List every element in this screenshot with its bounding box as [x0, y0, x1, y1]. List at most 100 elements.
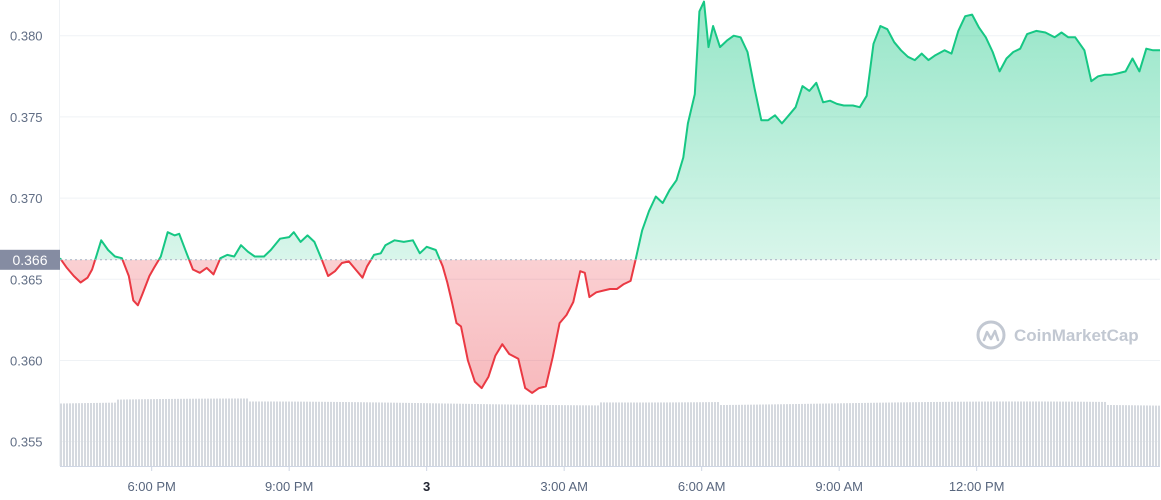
volume-bar [90, 403, 92, 466]
volume-bar [1020, 401, 1022, 466]
volume-bar [1065, 401, 1067, 466]
volume-bar [171, 398, 173, 466]
volume-bar [369, 402, 371, 466]
volume-bar [102, 402, 104, 466]
volume-bar [624, 402, 626, 466]
volume-bar [810, 403, 812, 466]
volume-bar [735, 404, 737, 466]
volume-bar [933, 401, 935, 466]
volume-bar [309, 401, 311, 466]
volume-bar [615, 402, 617, 466]
volume-bar [177, 398, 179, 466]
volume-bar [936, 401, 938, 466]
volume-bar [1131, 405, 1133, 466]
volume-bar [537, 404, 539, 466]
volume-bar [801, 403, 803, 466]
volume-bar [228, 398, 230, 466]
volume-bar [129, 399, 131, 466]
volume-bar [459, 403, 461, 466]
volume-bar [636, 402, 638, 466]
volume-bar [252, 401, 254, 466]
x-tick-label: 6:00 AM [678, 479, 726, 494]
volume-bar [693, 402, 695, 466]
volume-bar [807, 403, 809, 466]
volume-bar [1125, 405, 1127, 466]
volume-bar [306, 401, 308, 466]
volume-bar [987, 401, 989, 466]
volume-bar [666, 402, 668, 466]
volume-bar [714, 402, 716, 466]
volume-bar [1047, 401, 1049, 466]
volume-bar [660, 402, 662, 466]
volume-bar [78, 403, 80, 466]
volume-bar [1137, 405, 1139, 466]
volume-bar [795, 404, 797, 466]
volume-bar [750, 404, 752, 466]
volume-bar [606, 402, 608, 466]
volume-bar [657, 402, 659, 466]
volume-bar [195, 398, 197, 466]
volume-bar [849, 403, 851, 466]
area-fill-up [60, 1, 1160, 260]
volume-bar [384, 402, 386, 466]
volume-bar [867, 402, 869, 466]
volume-bar [261, 401, 263, 466]
volume-bar [1143, 405, 1145, 466]
volume-bar [768, 404, 770, 466]
volume-bar [315, 401, 317, 466]
volume-bar [159, 399, 161, 466]
volume-bar [789, 404, 791, 466]
volume-bar [1074, 401, 1076, 466]
volume-bar [534, 404, 536, 466]
volume-bar [504, 404, 506, 466]
volume-bar [957, 401, 959, 466]
volume-bar [663, 402, 665, 466]
volume-bar [954, 401, 956, 466]
volume-bar [1146, 405, 1148, 466]
volume-bar [819, 403, 821, 466]
volume-bar [882, 402, 884, 466]
volume-bar [450, 403, 452, 466]
volume-bar [900, 402, 902, 466]
volume-bar [627, 402, 629, 466]
price-line-down [59, 259, 637, 394]
volume-bar [1068, 401, 1070, 466]
volume-bar [231, 398, 233, 466]
volume-bar [786, 404, 788, 466]
volume-bar [372, 402, 374, 466]
volume-bar [165, 398, 167, 466]
volume-bar [441, 403, 443, 466]
volume-bar [783, 404, 785, 466]
volume-bar [243, 398, 245, 466]
x-tick-label: 3 [423, 479, 430, 494]
volume-bar [219, 398, 221, 466]
volume-bar [435, 403, 437, 466]
volume-bar [843, 403, 845, 466]
volume-bar [930, 402, 932, 466]
price-line [59, 0, 1160, 394]
volume-bar [909, 402, 911, 466]
volume-bar [237, 398, 239, 466]
volume-bar [528, 404, 530, 466]
volume-bar [345, 402, 347, 466]
volume-bar [921, 402, 923, 466]
volume-bar [1017, 401, 1019, 466]
volume-bar [759, 404, 761, 466]
volume-bar [594, 405, 596, 466]
volume-bar [1101, 401, 1103, 466]
volume-bar [93, 402, 95, 466]
volume-bar [462, 403, 464, 466]
volume-bar [381, 402, 383, 466]
volume-bar [258, 401, 260, 466]
volume-bar [327, 401, 329, 466]
volume-bar [432, 403, 434, 466]
volume-bar [123, 399, 125, 466]
volume-bar [519, 404, 521, 466]
volume-bar [906, 402, 908, 466]
volume-bar [330, 401, 332, 466]
volume-bar [888, 402, 890, 466]
volume-bar [1059, 401, 1061, 466]
volume-bar [1128, 405, 1130, 466]
volume-bar [993, 401, 995, 466]
volume-bar [255, 401, 257, 466]
